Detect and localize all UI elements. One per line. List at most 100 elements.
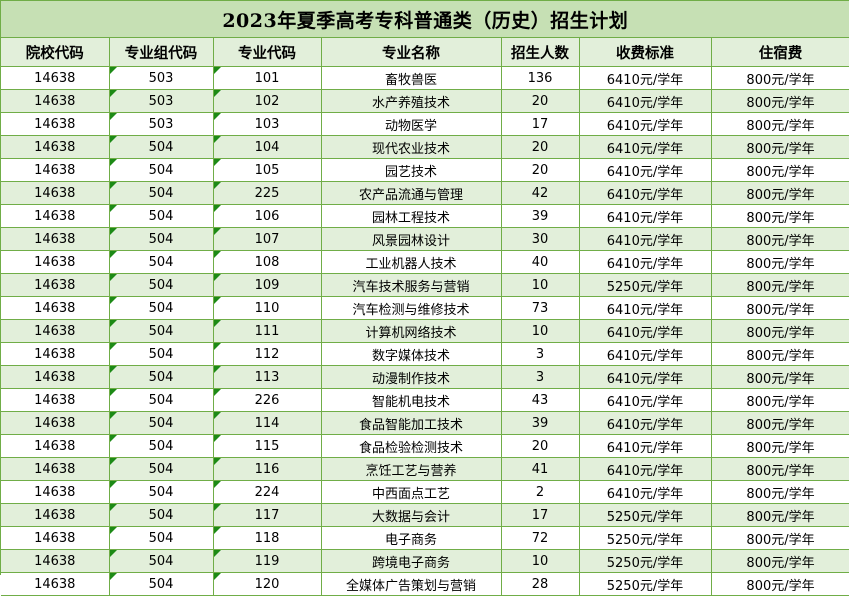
cell-major-name[interactable]: 烹饪工艺与营养 <box>321 457 502 481</box>
cell-major-name[interactable]: 水产养殖技术 <box>321 89 502 113</box>
cell-major-code[interactable]: 108 <box>213 250 322 274</box>
cell-school-code[interactable]: 14638 <box>1 388 110 412</box>
table-row[interactable]: 14638 504 118 电子商务 72 5250元/学年 800元/学年 <box>1 526 849 550</box>
cell-major-code[interactable]: 105 <box>213 158 322 182</box>
cell-major-code[interactable]: 109 <box>213 273 322 297</box>
cell-dorm-fee[interactable]: 800元/学年 <box>711 250 849 274</box>
cell-major-code[interactable]: 117 <box>213 503 322 527</box>
table-row[interactable]: 14638 504 226 智能机电技术 43 6410元/学年 800元/学年 <box>1 388 849 412</box>
cell-enrollment[interactable]: 136 <box>501 66 580 90</box>
cell-enrollment[interactable]: 30 <box>501 227 580 251</box>
cell-dorm-fee[interactable]: 800元/学年 <box>711 572 849 596</box>
cell-major-code[interactable]: 104 <box>213 135 322 159</box>
cell-dorm-fee[interactable]: 800元/学年 <box>711 181 849 205</box>
cell-enrollment[interactable]: 41 <box>501 457 580 481</box>
cell-tuition[interactable]: 6410元/学年 <box>579 457 712 481</box>
cell-major-name[interactable]: 动物医学 <box>321 112 502 136</box>
cell-major-code[interactable]: 120 <box>213 572 322 596</box>
cell-enrollment[interactable]: 20 <box>501 434 580 458</box>
cell-tuition[interactable]: 6410元/学年 <box>579 342 712 366</box>
table-row[interactable]: 14638 504 225 农产品流通与管理 42 6410元/学年 800元/学年 <box>1 181 849 205</box>
cell-school-code[interactable]: 14638 <box>1 250 110 274</box>
cell-school-code[interactable]: 14638 <box>1 365 110 389</box>
cell-major-name[interactable]: 食品智能加工技术 <box>321 411 502 435</box>
cell-school-code[interactable]: 14638 <box>1 434 110 458</box>
cell-major-code[interactable]: 112 <box>213 342 322 366</box>
cell-enrollment[interactable]: 20 <box>501 89 580 113</box>
column-header-major-code[interactable]: 专业代码 <box>213 37 322 67</box>
cell-dorm-fee[interactable]: 800元/学年 <box>711 66 849 90</box>
cell-group-code[interactable]: 504 <box>109 480 214 504</box>
table-row[interactable]: 14638 504 117 大数据与会计 17 5250元/学年 800元/学年 <box>1 503 849 527</box>
cell-enrollment[interactable]: 73 <box>501 296 580 320</box>
cell-enrollment[interactable]: 17 <box>501 112 580 136</box>
cell-dorm-fee[interactable]: 800元/学年 <box>711 526 849 550</box>
cell-major-name[interactable]: 大数据与会计 <box>321 503 502 527</box>
cell-enrollment[interactable]: 40 <box>501 250 580 274</box>
cell-dorm-fee[interactable]: 800元/学年 <box>711 273 849 297</box>
column-header-enrollment-count[interactable]: 招生人数 <box>501 37 580 67</box>
cell-group-code[interactable]: 504 <box>109 296 214 320</box>
cell-group-code[interactable]: 504 <box>109 250 214 274</box>
cell-enrollment[interactable]: 39 <box>501 411 580 435</box>
cell-dorm-fee[interactable]: 800元/学年 <box>711 549 849 573</box>
table-row[interactable]: 14638 503 101 畜牧兽医 136 6410元/学年 800元/学年 <box>1 66 849 90</box>
column-header-dorm-fee[interactable]: 住宿费 <box>711 37 849 67</box>
cell-school-code[interactable]: 14638 <box>1 342 110 366</box>
cell-group-code[interactable]: 504 <box>109 434 214 458</box>
cell-tuition[interactable]: 6410元/学年 <box>579 181 712 205</box>
table-row[interactable]: 14638 504 111 计算机网络技术 10 6410元/学年 800元/学年 <box>1 319 849 343</box>
cell-dorm-fee[interactable]: 800元/学年 <box>711 204 849 228</box>
cell-school-code[interactable]: 14638 <box>1 411 110 435</box>
cell-tuition[interactable]: 6410元/学年 <box>579 158 712 182</box>
cell-tuition[interactable]: 6410元/学年 <box>579 296 712 320</box>
cell-major-name[interactable]: 跨境电子商务 <box>321 549 502 573</box>
cell-tuition[interactable]: 5250元/学年 <box>579 572 712 596</box>
cell-enrollment[interactable]: 3 <box>501 342 580 366</box>
cell-tuition[interactable]: 6410元/学年 <box>579 319 712 343</box>
cell-dorm-fee[interactable]: 800元/学年 <box>711 158 849 182</box>
cell-group-code[interactable]: 504 <box>109 319 214 343</box>
cell-major-code[interactable]: 116 <box>213 457 322 481</box>
cell-major-code[interactable]: 225 <box>213 181 322 205</box>
cell-group-code[interactable]: 504 <box>109 273 214 297</box>
cell-school-code[interactable]: 14638 <box>1 227 110 251</box>
cell-major-name[interactable]: 风景园林设计 <box>321 227 502 251</box>
cell-group-code[interactable]: 504 <box>109 411 214 435</box>
cell-major-name[interactable]: 汽车检测与维修技术 <box>321 296 502 320</box>
cell-tuition[interactable]: 6410元/学年 <box>579 434 712 458</box>
cell-enrollment[interactable]: 72 <box>501 526 580 550</box>
cell-major-code[interactable]: 102 <box>213 89 322 113</box>
cell-major-code[interactable]: 118 <box>213 526 322 550</box>
cell-school-code[interactable]: 14638 <box>1 158 110 182</box>
cell-major-name[interactable]: 电子商务 <box>321 526 502 550</box>
cell-group-code[interactable]: 503 <box>109 66 214 90</box>
column-header-school-code[interactable]: 院校代码 <box>1 37 110 67</box>
cell-group-code[interactable]: 504 <box>109 158 214 182</box>
cell-dorm-fee[interactable]: 800元/学年 <box>711 319 849 343</box>
cell-tuition[interactable]: 6410元/学年 <box>579 135 712 159</box>
cell-dorm-fee[interactable]: 800元/学年 <box>711 112 849 136</box>
cell-major-code[interactable]: 101 <box>213 66 322 90</box>
cell-major-name[interactable]: 动漫制作技术 <box>321 365 502 389</box>
cell-school-code[interactable]: 14638 <box>1 204 110 228</box>
table-row[interactable]: 14638 504 105 园艺技术 20 6410元/学年 800元/学年 <box>1 158 849 182</box>
cell-tuition[interactable]: 6410元/学年 <box>579 204 712 228</box>
cell-major-code[interactable]: 114 <box>213 411 322 435</box>
cell-major-code[interactable]: 226 <box>213 388 322 412</box>
cell-dorm-fee[interactable]: 800元/学年 <box>711 365 849 389</box>
table-row[interactable]: 14638 504 115 食品检验检测技术 20 6410元/学年 800元/学年 <box>1 434 849 458</box>
cell-major-name[interactable]: 智能机电技术 <box>321 388 502 412</box>
column-header-major-name[interactable]: 专业名称 <box>321 37 502 67</box>
cell-major-name[interactable]: 工业机器人技术 <box>321 250 502 274</box>
cell-dorm-fee[interactable]: 800元/学年 <box>711 342 849 366</box>
cell-school-code[interactable]: 14638 <box>1 503 110 527</box>
cell-dorm-fee[interactable]: 800元/学年 <box>711 480 849 504</box>
cell-major-name[interactable]: 园艺技术 <box>321 158 502 182</box>
cell-enrollment[interactable]: 3 <box>501 365 580 389</box>
cell-major-name[interactable]: 畜牧兽医 <box>321 66 502 90</box>
cell-enrollment[interactable]: 28 <box>501 572 580 596</box>
cell-group-code[interactable]: 503 <box>109 89 214 113</box>
cell-dorm-fee[interactable]: 800元/学年 <box>711 296 849 320</box>
cell-enrollment[interactable]: 39 <box>501 204 580 228</box>
